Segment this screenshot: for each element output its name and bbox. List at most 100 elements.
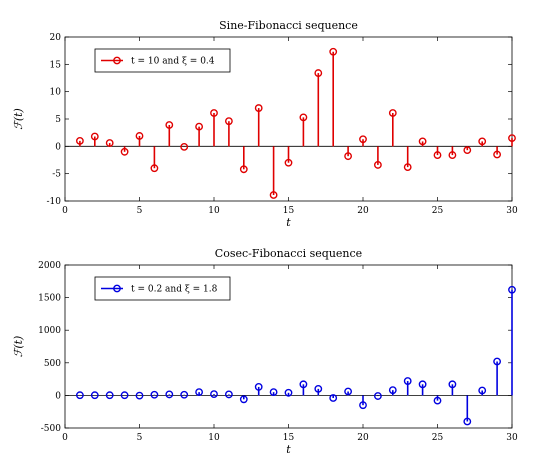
stem-marker — [254, 383, 263, 391]
stem-marker — [299, 113, 308, 122]
stem-marker — [508, 285, 516, 294]
stem-marker — [284, 158, 293, 167]
stem-marker — [344, 387, 352, 396]
stem-marker — [433, 396, 442, 405]
stem-marker — [403, 163, 412, 172]
stem-marker — [493, 357, 501, 366]
stem-marker — [120, 147, 129, 156]
stem-marker — [254, 104, 263, 112]
stem-marker — [239, 165, 248, 174]
stem-marker — [180, 142, 189, 151]
y-tick-label: 500 — [44, 359, 61, 369]
stem-marker — [433, 151, 442, 159]
legend-label: t = 0.2 and ξ = 1.8 — [131, 285, 218, 295]
legend-marker — [113, 56, 121, 65]
x-tick-label: 15 — [283, 206, 295, 216]
x-axis-label: t — [286, 443, 291, 455]
stem-marker — [448, 151, 457, 159]
stem-marker — [76, 391, 84, 400]
y-tick-label: -10 — [47, 197, 62, 207]
stem-marker — [314, 384, 323, 393]
x-tick-label: 30 — [506, 206, 518, 216]
stem-marker — [344, 152, 352, 161]
stem-marker — [284, 388, 293, 397]
y-tick-label: 15 — [50, 60, 62, 70]
stem-marker — [388, 109, 397, 117]
chart-title: Cosec-Fibonacci sequence — [215, 247, 362, 260]
stem-marker — [150, 164, 159, 173]
stem-marker — [448, 380, 457, 389]
stem-marker — [359, 401, 367, 410]
stem-marker — [373, 161, 382, 169]
stem-marker — [403, 377, 412, 385]
stem-marker — [508, 134, 516, 143]
stem-marker — [329, 394, 338, 402]
y-tick-label: 0 — [55, 142, 61, 152]
stem-marker — [105, 139, 114, 147]
stem-marker — [120, 391, 129, 400]
y-tick-label: 2000 — [38, 261, 61, 271]
stem-marker — [493, 150, 501, 159]
sine-fibonacci-chart: Sine-Fibonacci sequence t ℱ(t) 0 5 10 15 20 2… — [12, 19, 518, 229]
stem-marker — [210, 109, 218, 117]
stem-marker — [195, 388, 204, 397]
stem-marker — [373, 392, 382, 400]
y-axis-label: ℱ(t) — [12, 108, 25, 130]
x-tick-label: 15 — [283, 433, 295, 443]
stem-marker — [105, 391, 114, 400]
x-tick-label: 5 — [137, 433, 143, 443]
x-tick-label: 10 — [208, 206, 220, 216]
chart-title: Sine-Fibonacci sequence — [219, 19, 358, 32]
stem-marker — [329, 47, 338, 56]
y-tick-label: 5 — [55, 115, 61, 125]
x-tick-label: 0 — [62, 206, 68, 216]
legend-marker — [113, 284, 121, 293]
stem-marker — [90, 391, 99, 400]
stem-marker — [269, 388, 278, 397]
stem-marker — [135, 391, 144, 400]
y-tick-label: 1000 — [38, 326, 61, 336]
stem-marker — [135, 132, 144, 140]
x-tick-label: 25 — [432, 433, 444, 443]
stem-marker — [90, 132, 99, 141]
x-tick-label: 30 — [506, 433, 518, 443]
stem-marker — [314, 69, 323, 77]
stem-marker — [299, 380, 308, 389]
y-axis-label: ℱ(t) — [12, 336, 25, 358]
y-tick-label: 0 — [55, 391, 61, 401]
stem-marker — [478, 137, 487, 146]
x-tick-label: 0 — [62, 433, 68, 443]
stem-marker — [180, 390, 189, 399]
y-tick-label: 1500 — [38, 294, 61, 304]
stem-marker — [195, 122, 204, 131]
x-axis-label: t — [286, 216, 291, 229]
legend-box — [94, 48, 231, 73]
stem-marker — [269, 191, 278, 199]
stem-marker — [478, 386, 487, 395]
x-tick-label: 20 — [357, 206, 369, 216]
stem-marker — [418, 380, 427, 389]
stem-marker — [463, 146, 472, 155]
x-tick-label: 5 — [137, 206, 143, 216]
stem-marker — [224, 117, 233, 126]
x-tick-label: 20 — [357, 433, 369, 443]
x-tick-label: 10 — [208, 433, 220, 443]
legend-label: t = 10 and ξ = 0.4 — [131, 57, 215, 67]
stem-marker — [150, 390, 159, 399]
stem-marker — [418, 137, 427, 146]
y-tick-label: 20 — [50, 33, 62, 43]
stem-marker — [388, 386, 397, 395]
stem-marker — [165, 121, 174, 129]
legend-box — [94, 276, 231, 301]
stem-marker — [76, 136, 84, 145]
stem-marker — [210, 390, 218, 398]
y-tick-label: -500 — [41, 424, 61, 434]
stem-marker — [165, 390, 174, 399]
cosec-fibonacci-chart: Cosec-Fibonacci sequence t ℱ(t) 0 5 10 15 20… — [12, 247, 518, 455]
stem-marker — [463, 417, 472, 426]
x-tick-label: 25 — [432, 206, 444, 216]
y-tick-label: 10 — [50, 88, 62, 98]
stem-marker — [359, 135, 367, 144]
stem-marker — [224, 390, 233, 399]
y-tick-label: -5 — [52, 170, 61, 180]
